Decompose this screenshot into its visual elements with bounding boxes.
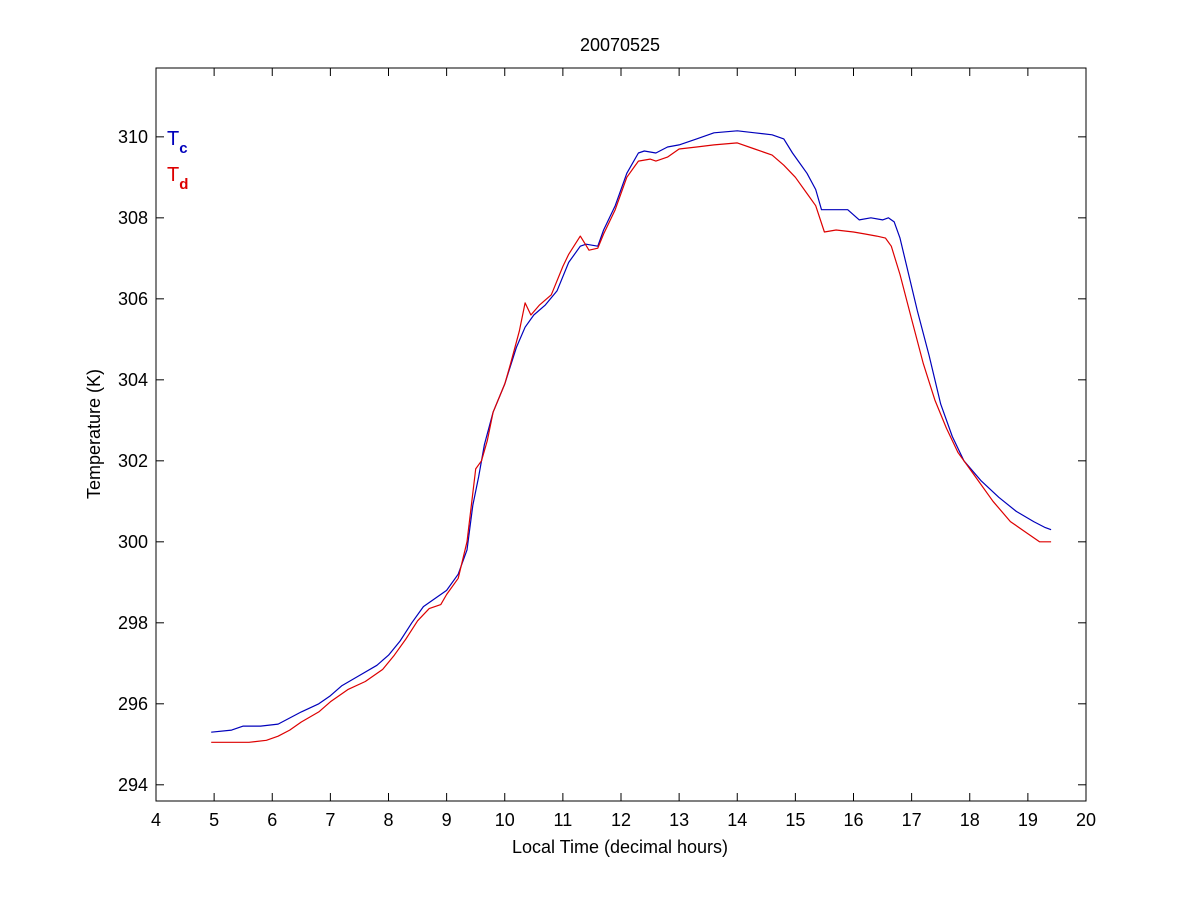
y-tick-label: 304 [118,370,148,390]
x-tick-label: 16 [843,810,863,830]
x-tick-label: 6 [267,810,277,830]
x-tick-label: 17 [902,810,922,830]
x-tick-label: 4 [151,810,161,830]
legend: Tc Td [167,128,188,193]
x-axis-label: Local Time (decimal hours) [512,837,728,857]
y-tick-label: 298 [118,613,148,633]
y-tick-label: 306 [118,289,148,309]
x-tick-label: 10 [495,810,515,830]
y-axis-label: Temperature (K) [84,369,104,499]
plot-area [155,67,1087,802]
legend-entry: Td [167,164,188,193]
x-tick-label: 5 [209,810,219,830]
y-tick-label: 296 [118,694,148,714]
x-tick-label: 15 [785,810,805,830]
x-tick-label: 18 [960,810,980,830]
y-tick-label: 294 [118,775,148,795]
x-tick-label: 19 [1018,810,1038,830]
series-line-T-c [211,130,1052,733]
series-line-T-d [211,142,1052,743]
chart-title: 20070525 [580,35,660,55]
y-tick-label: 302 [118,451,148,471]
x-tick-label: 20 [1076,810,1096,830]
y-tick-label: 300 [118,532,148,552]
x-tick-label: 7 [325,810,335,830]
x-tick-label: 9 [442,810,452,830]
series-lines [211,130,1052,743]
x-tick-label: 14 [727,810,747,830]
y-tick-label: 308 [118,208,148,228]
legend-entry: Tc [167,128,188,157]
x-tick-label: 11 [554,810,573,830]
y-axis: 294 296 298 300 302 304 306 308 310 [118,127,1086,795]
x-tick-label: 13 [669,810,689,830]
x-tick-label: 12 [611,810,631,830]
x-axis: 4 5 6 7 8 9 10 11 12 13 14 15 16 17 18 19 20 [151,68,1096,830]
x-tick-label: 8 [383,810,393,830]
axes-box [155,67,1087,802]
y-tick-label: 310 [118,127,148,147]
